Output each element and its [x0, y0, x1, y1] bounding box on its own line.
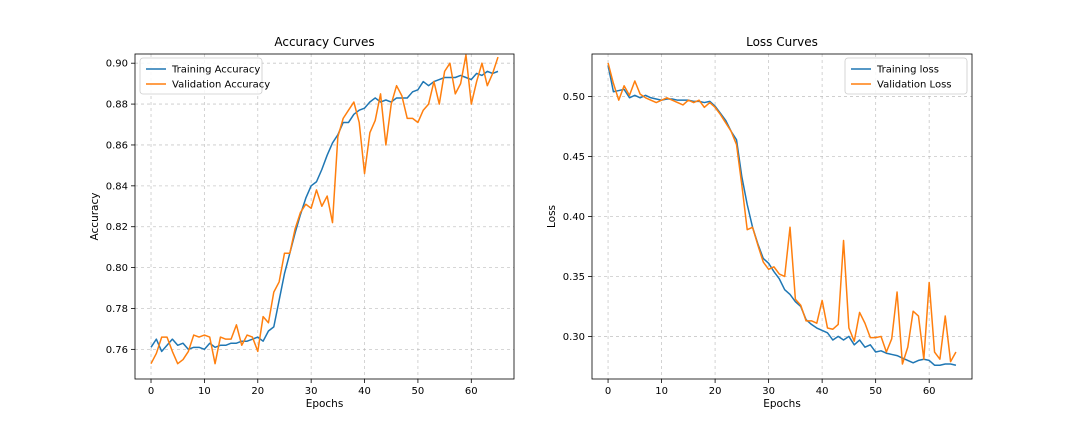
loss-series-line-training [607, 65, 957, 366]
loss-y-tick-label: 0.35 [563, 272, 585, 283]
accuracy-x-tick-label: 40 [358, 386, 371, 397]
loss-x-axis-label: Epochs [763, 398, 801, 410]
accuracy-y-tick-label: 0.84 [106, 181, 128, 192]
accuracy-y-tick-label: 0.88 [106, 100, 128, 111]
loss-chart: 0 10 20 30 40 50 60 0.30 0.35 0.40 0.45 0.50 Loss Cu… [546, 35, 973, 410]
accuracy-legend: Training Accuracy Validation Accuracy [139, 57, 270, 95]
loss-series-line-validation [607, 62, 957, 365]
accuracy-plot-frame [134, 53, 515, 380]
loss-legend-label-validation: Validation Loss [877, 80, 952, 91]
loss-x-tick-label: 30 [762, 386, 775, 397]
accuracy-y-tick-label: 0.86 [106, 140, 128, 151]
loss-x-tick-label: 20 [709, 386, 722, 397]
accuracy-y-tick-label: 0.76 [106, 345, 128, 356]
loss-y-tick-label: 0.50 [563, 92, 585, 103]
loss-chart-title: Loss Curves [746, 35, 818, 49]
loss-y-tick-label: 0.40 [563, 212, 585, 223]
accuracy-series-line-validation [150, 54, 499, 365]
accuracy-legend-box [139, 57, 263, 95]
accuracy-y-tick-label: 0.82 [106, 222, 128, 233]
accuracy-series-line-training [150, 70, 499, 353]
loss-x-tick-label: 60 [923, 386, 936, 397]
loss-x-tick-label: 50 [869, 386, 882, 397]
accuracy-x-axis-label: Epochs [306, 398, 344, 410]
loss-y-tick-label: 0.45 [563, 152, 585, 163]
accuracy-x-tick-label: 30 [305, 386, 318, 397]
accuracy-y-tick-label: 0.90 [106, 59, 128, 70]
accuracy-legend-label-training: Training Accuracy [171, 65, 260, 76]
loss-y-tick-label: 0.30 [563, 332, 585, 343]
loss-legend: Training loss Validation Loss [844, 57, 968, 95]
accuracy-legend-label-validation: Validation Accuracy [172, 80, 270, 91]
loss-x-tick-label: 10 [655, 386, 668, 397]
loss-x-tick-label: 40 [816, 386, 829, 397]
accuracy-y-tick-label: 0.80 [106, 263, 128, 274]
loss-legend-box [844, 57, 968, 95]
accuracy-y-tick-label: 0.78 [106, 304, 128, 315]
accuracy-y-axis-label: Accuracy [89, 193, 101, 241]
loss-legend-label-training: Training loss [876, 65, 939, 76]
accuracy-chart: 0 10 20 30 40 50 60 0.76 0.78 0.80 0.82 0.84 0.86 0.8… [89, 35, 515, 410]
accuracy-x-tick-label: 20 [251, 386, 264, 397]
accuracy-x-tick-label: 50 [412, 386, 425, 397]
accuracy-x-tick-label: 60 [465, 386, 478, 397]
accuracy-x-tick-label: 10 [198, 386, 211, 397]
accuracy-chart-title: Accuracy Curves [274, 35, 374, 49]
loss-x-tick-label: 0 [605, 386, 611, 397]
accuracy-x-tick-label: 0 [148, 386, 154, 397]
loss-y-axis-label: Loss [546, 205, 558, 228]
